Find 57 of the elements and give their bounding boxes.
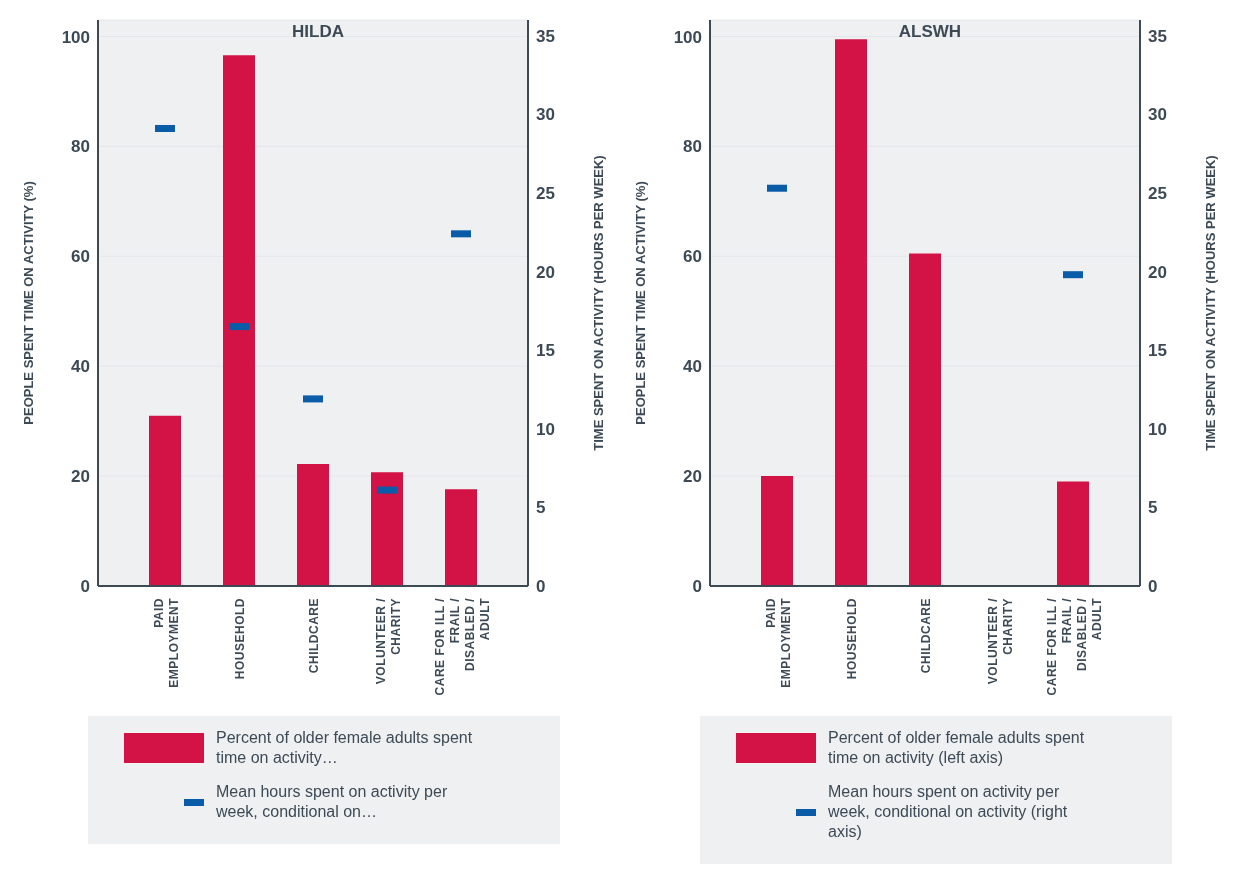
y-tick-label: 60 (683, 247, 702, 267)
chart-title: ALSWH (898, 22, 962, 41)
x-tick-label: CARE FOR ILL / FRAIL / DISABLED / ADULT (432, 597, 492, 696)
y2-tick-label: 15 (536, 341, 555, 361)
x-tick-label: CHILDCARE (919, 598, 933, 674)
y-axis-title: PEOPLE SPENT TIME ON ACTIVITY (%) (632, 181, 648, 425)
bar (835, 39, 867, 586)
x-tick-label: VOLUNTEER / CHARITY (985, 597, 1015, 685)
y2-tick-label: 25 (536, 183, 555, 203)
legend-label: Percent of older female adults spent time on activity (left axis) (828, 728, 1086, 768)
y2-tick-label: 25 (1148, 183, 1167, 203)
y2-tick-label: 10 (1148, 419, 1167, 439)
y2-tick-label: 30 (536, 105, 555, 125)
y-tick-label: 80 (71, 137, 90, 157)
bar (909, 253, 941, 586)
y-tick-label: 20 (71, 467, 90, 487)
x-tick-label: CHILDCARE (307, 598, 321, 674)
y2-tick-label: 30 (1148, 105, 1167, 125)
y-axis-title: PEOPLE SPENT TIME ON ACTIVITY (%) (20, 181, 36, 425)
x-tick-label: CARE FOR ILL / FRAIL / DISABLED / ADULT (1044, 597, 1104, 696)
y-tick-label: 20 (683, 467, 702, 487)
y2-tick-label: 35 (1148, 26, 1167, 46)
y2-tick-label: 0 (1148, 577, 1158, 597)
y2-tick-label: 5 (536, 498, 546, 518)
x-tick-label: HOUSEHOLD (233, 598, 247, 680)
y-tick-label: 60 (71, 247, 90, 267)
y2-tick-label: 35 (536, 26, 555, 46)
y2-tick-label: 20 (1148, 262, 1167, 282)
y2-axis-title: TIME SPENT ON ACTIVITY (HOURS PER WEEK) (1202, 155, 1218, 451)
y-tick-label: 40 (71, 357, 90, 377)
y2-tick-label: 5 (1148, 498, 1158, 518)
y2-tick-label: 20 (536, 262, 555, 282)
bar (223, 55, 255, 586)
bar (371, 472, 403, 586)
bar (445, 489, 477, 586)
bar (761, 476, 793, 586)
x-tick-label: VOLUNTEER / CHARITY (373, 597, 403, 685)
y2-axis-title: TIME SPENT ON ACTIVITY (HOURS PER WEEK) (590, 155, 606, 451)
y-tick-label: 0 (692, 577, 702, 597)
legend-label: Mean hours spent on activity per week, conditional on activity (right axis) (828, 782, 1069, 842)
y2-tick-label: 0 (536, 577, 546, 597)
y-tick-label: 100 (673, 27, 702, 47)
x-tick-label: PAID EMPLOYMENT (763, 597, 793, 688)
y-tick-label: 100 (61, 27, 90, 47)
y2-tick-label: 15 (1148, 341, 1167, 361)
bar (149, 415, 181, 586)
legend-label: Mean hours spent on activity per week, conditional on… (216, 782, 449, 822)
x-tick-label: PAID EMPLOYMENT (151, 597, 181, 688)
bar (297, 464, 329, 586)
chart-title: HILDA (292, 22, 344, 41)
y-tick-label: 80 (683, 137, 702, 157)
y-tick-label: 0 (80, 577, 90, 597)
legend-label: Percent of older female adults spent time on activity… (216, 728, 474, 768)
y2-tick-label: 10 (536, 419, 555, 439)
y-tick-label: 40 (683, 357, 702, 377)
x-tick-label: HOUSEHOLD (845, 598, 859, 680)
bar (1057, 481, 1089, 586)
